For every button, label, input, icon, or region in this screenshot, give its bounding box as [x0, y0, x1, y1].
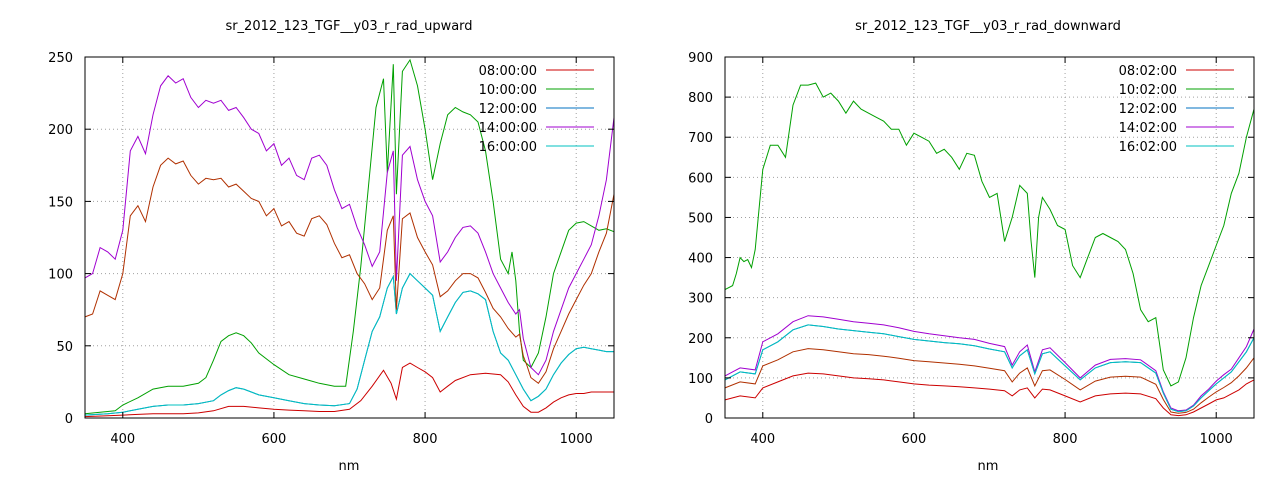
y-tick-label: 300	[688, 292, 713, 307]
y-tick-label: 500	[688, 211, 713, 226]
legend-label: 16:00:00	[479, 140, 537, 155]
chart-title: sr_2012_123_TGF__y03_r_rad_downward	[855, 19, 1121, 34]
legend-label: 10:02:00	[1119, 83, 1177, 98]
chart-title: sr_2012_123_TGF__y03_r_rad_upward	[225, 19, 472, 34]
y-tick-label: 50	[56, 340, 73, 355]
y-tick-label: 700	[688, 131, 713, 146]
x-axis-label: nm	[339, 459, 360, 474]
series-line-5	[724, 348, 1255, 414]
x-tick-label: 1000	[560, 432, 593, 447]
series-line-2	[84, 272, 614, 416]
y-tick-label: 600	[688, 171, 713, 186]
series-line-0	[724, 372, 1255, 417]
y-tick-label: 200	[48, 123, 73, 138]
series-line-1	[724, 82, 1255, 387]
series-line-4	[724, 324, 1255, 413]
legend-label: 14:02:00	[1119, 121, 1177, 136]
chart-upward: sr_2012_123_TGF__y03_r_rad_upward nm 400…	[48, 19, 615, 474]
series-line-3	[84, 75, 615, 376]
x-tick-label: 800	[1053, 432, 1078, 447]
y-tick-label: 800	[688, 91, 713, 106]
y-tick-label: 250	[48, 51, 73, 66]
y-tick-label: 150	[48, 195, 73, 210]
legend-label: 12:02:00	[1119, 102, 1177, 117]
y-tick-label: 400	[688, 252, 713, 267]
series-line-5	[84, 157, 615, 385]
y-tick-label: 100	[48, 268, 73, 283]
legend-label: 14:00:00	[479, 121, 537, 136]
y-tick-label: 0	[705, 412, 713, 427]
series-line-4	[84, 272, 614, 416]
series-line-3	[724, 315, 1255, 412]
legend-label: 10:00:00	[479, 83, 537, 98]
x-tick-label: 800	[413, 432, 438, 447]
legend-label: 08:02:00	[1119, 64, 1177, 79]
x-tick-label: 1000	[1200, 432, 1233, 447]
plot-frame	[724, 56, 1255, 419]
legend-label: 08:00:00	[479, 64, 537, 79]
legend-label: 12:00:00	[479, 102, 537, 117]
series-line-0	[84, 362, 614, 418]
plot-frame	[84, 56, 615, 419]
legend-label: 16:02:00	[1119, 140, 1177, 155]
chart-downward: sr_2012_123_TGF__y03_r_rad_downward nm 4…	[688, 19, 1255, 474]
y-tick-label: 0	[65, 412, 73, 427]
x-axis-label: nm	[978, 459, 999, 474]
x-tick-label: 600	[262, 432, 287, 447]
x-tick-label: 400	[750, 432, 775, 447]
y-tick-label: 100	[688, 372, 713, 387]
y-tick-label: 200	[688, 332, 713, 347]
series-line-1	[84, 58, 615, 415]
y-tick-label: 900	[688, 51, 713, 66]
x-tick-label: 600	[902, 432, 927, 447]
x-tick-label: 400	[110, 432, 135, 447]
